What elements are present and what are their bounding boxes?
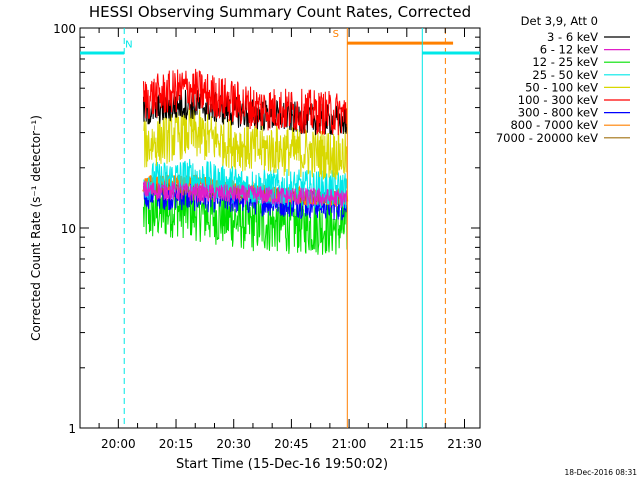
legend-entry-label: 800 - 7000 keV bbox=[510, 118, 598, 132]
series-line-1 bbox=[142, 181, 348, 208]
series-line-3 bbox=[143, 159, 348, 209]
legend-entry-label: 25 - 50 keV bbox=[532, 68, 598, 82]
axis-layer: 1 10 100 20:00 20:15 20:30 20:45 21:00 21:15 21:3… bbox=[53, 22, 482, 451]
x-tick-label: 20:30 bbox=[216, 437, 251, 451]
y-tick-label: 100 bbox=[53, 22, 76, 36]
marker-layer: NS bbox=[80, 28, 480, 428]
legend-entry-label: 50 - 100 keV bbox=[525, 80, 598, 94]
y-tick-label: 1 bbox=[68, 422, 76, 436]
legend-entry-label: 300 - 800 keV bbox=[518, 106, 598, 120]
legend-entry-label: 6 - 12 keV bbox=[540, 43, 598, 57]
x-tick-label: 21:15 bbox=[389, 437, 424, 451]
marker-label-5: S bbox=[333, 29, 339, 40]
x-axis-label: Start Time (15-Dec-16 19:50:02) bbox=[176, 457, 388, 472]
legend-title: Det 3,9, Att 0 bbox=[521, 14, 598, 28]
marker-label-2: N bbox=[125, 39, 132, 50]
x-tick-label: 20:00 bbox=[101, 437, 136, 451]
x-tick-label: 20:15 bbox=[159, 437, 194, 451]
chart-title: HESSI Observing Summary Count Rates, Cor… bbox=[89, 3, 471, 21]
series-line-5 bbox=[142, 68, 348, 136]
legend-entry-label: 12 - 25 keV bbox=[532, 55, 598, 69]
legend-entry-label: 3 - 6 keV bbox=[547, 30, 598, 44]
series-line-4 bbox=[143, 107, 348, 180]
series-layer bbox=[142, 68, 349, 255]
y-tick-label: 10 bbox=[61, 222, 76, 236]
legend-entry-label: 100 - 300 keV bbox=[518, 93, 598, 107]
series-line-2 bbox=[142, 182, 348, 255]
y-axis-label: Corrected Count Rate (s⁻¹ detector⁻¹) bbox=[29, 115, 43, 341]
x-tick-label: 21:30 bbox=[447, 437, 482, 451]
x-tick-label: 21:00 bbox=[332, 437, 367, 451]
timestamp: 18-Dec-2016 08:31 bbox=[564, 468, 637, 477]
legend-entry-label: 7000 - 20000 keV bbox=[496, 131, 598, 145]
x-tick-label: 20:45 bbox=[274, 437, 309, 451]
